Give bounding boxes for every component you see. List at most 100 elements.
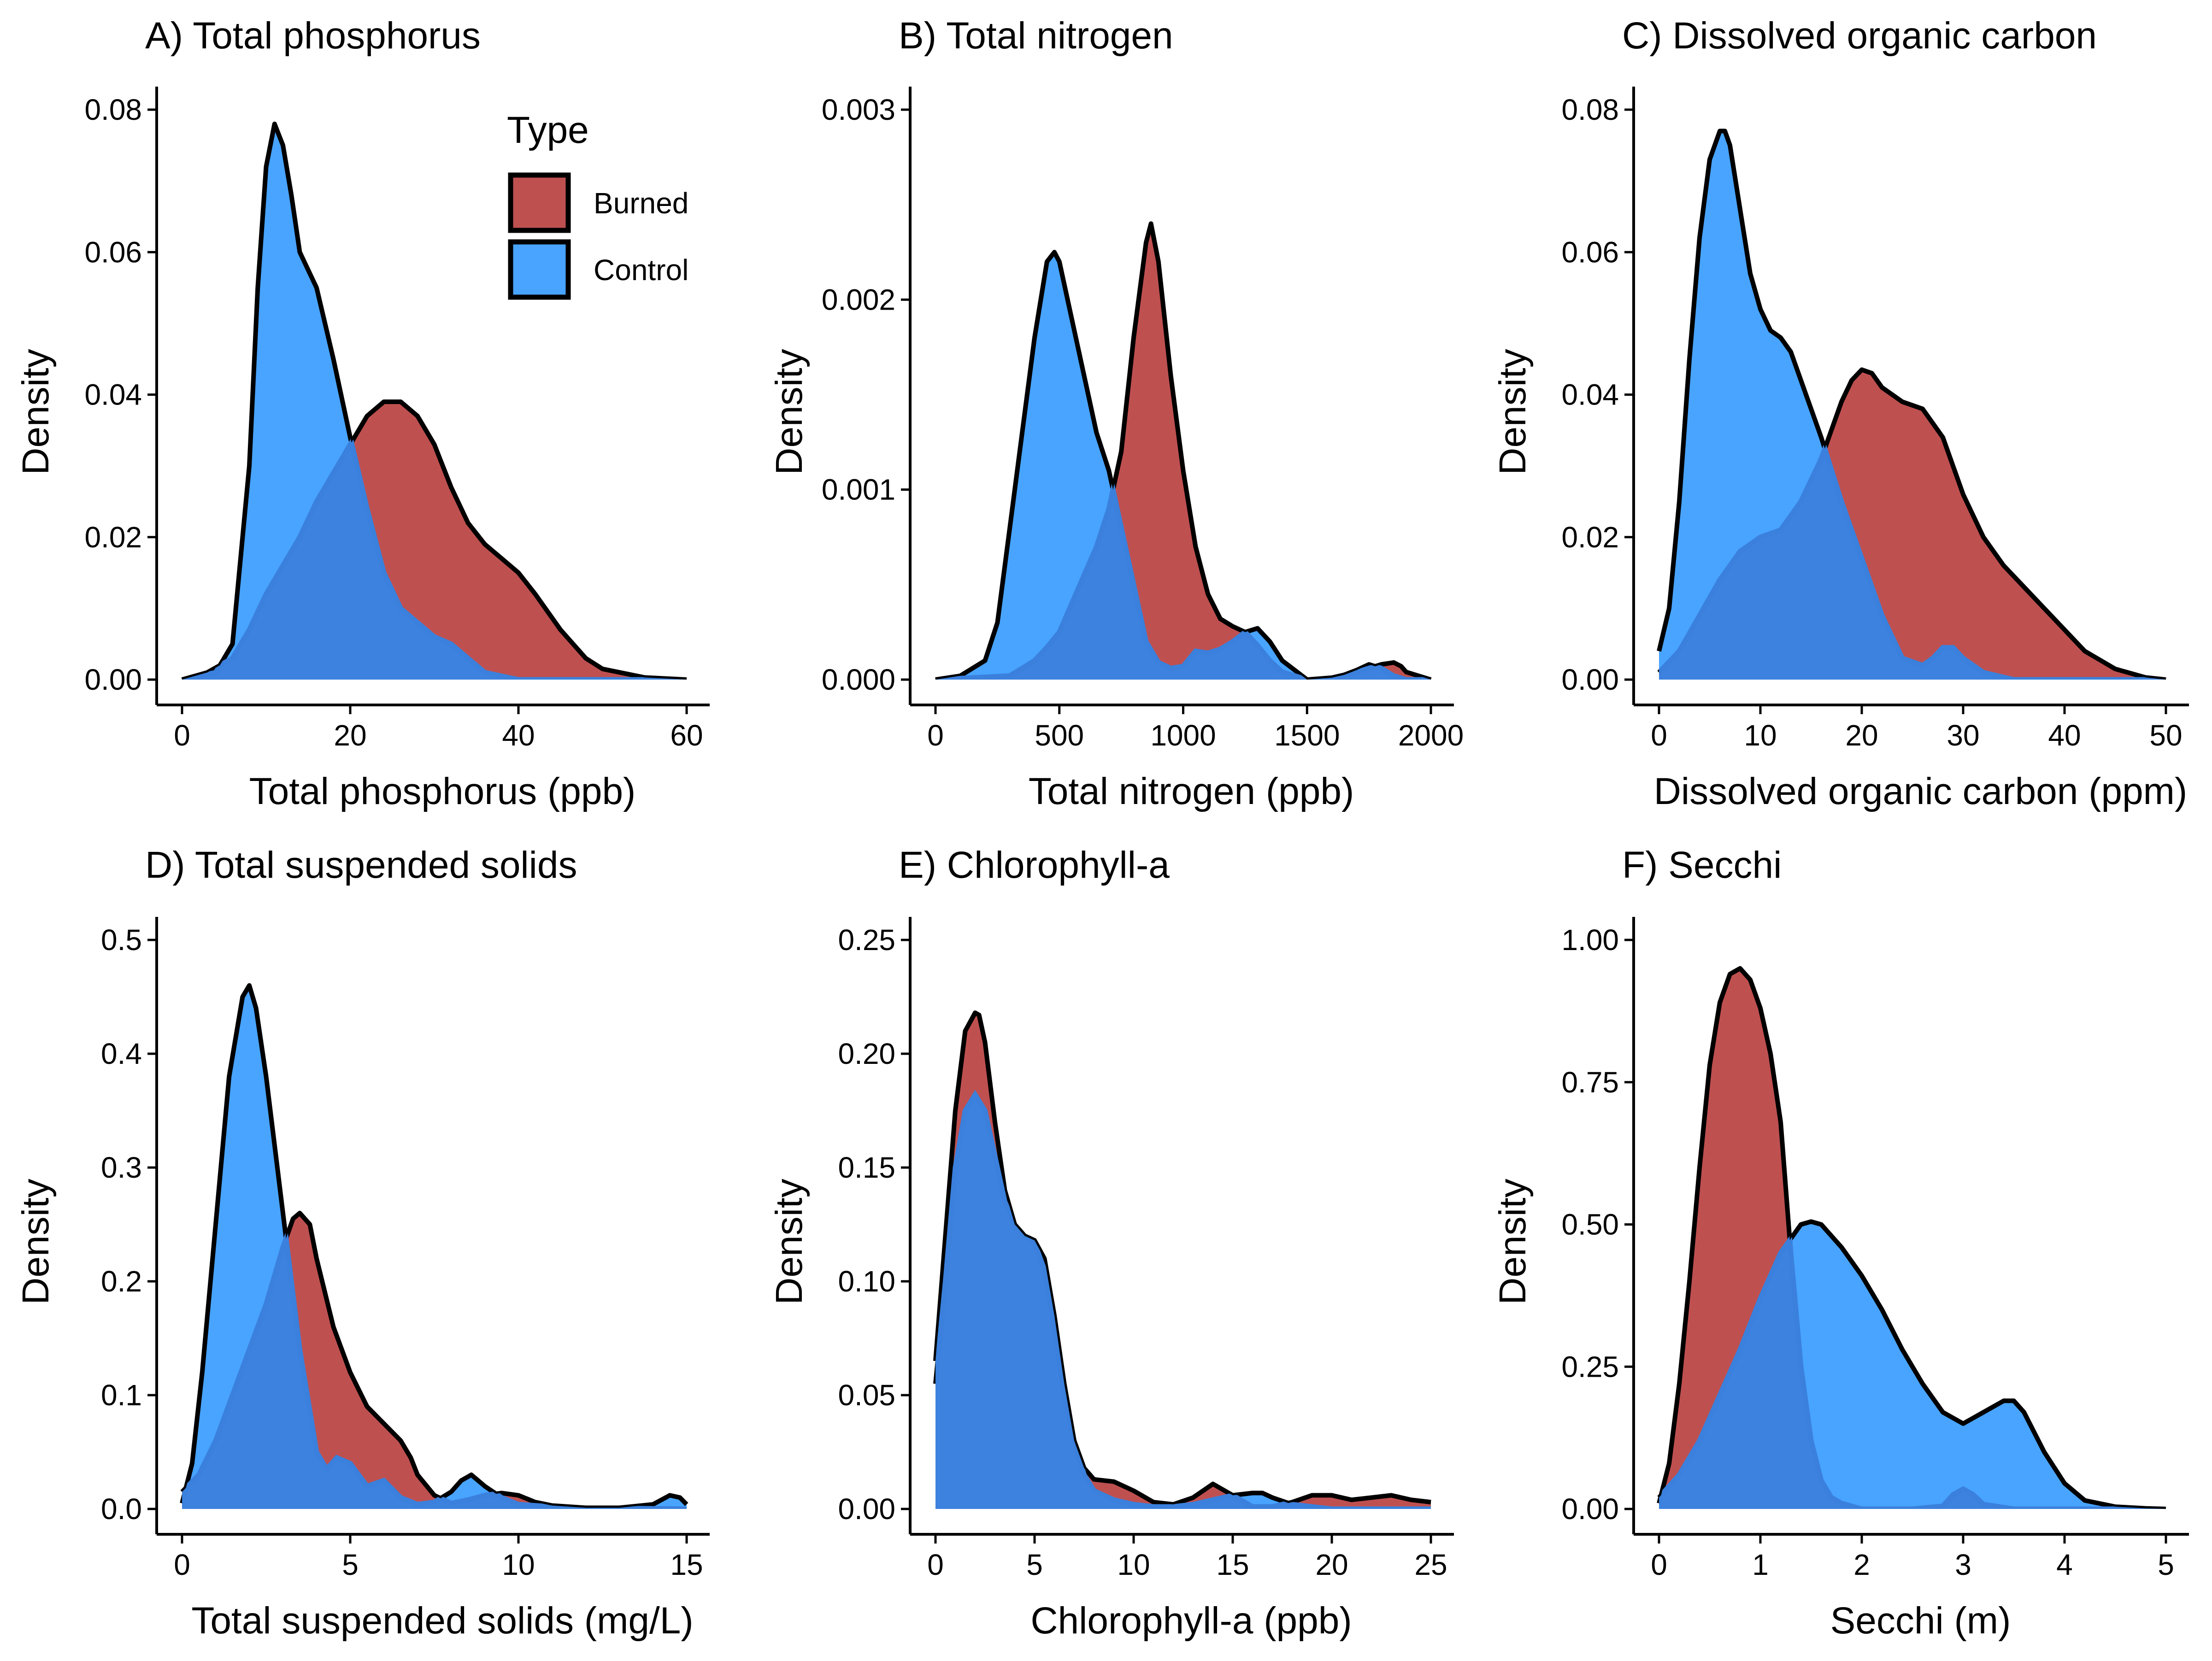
x-tick-label: 0	[927, 1548, 944, 1581]
panel-b-x-label: Total nitrogen (ppb)	[1029, 770, 1354, 812]
panel-a-series	[181, 121, 687, 680]
x-tick-label: 500	[1035, 719, 1084, 752]
x-tick-label: 4	[2056, 1548, 2073, 1581]
y-tick-label: 0.04	[84, 378, 142, 411]
x-tick-label: 60	[670, 719, 703, 752]
series-line-burned-hidden	[1659, 1221, 2166, 1509]
y-tick-label: 0.4	[101, 1037, 142, 1070]
panel-f-title: F) Secchi	[1622, 844, 1782, 886]
y-tick-label: 0.25	[1561, 1350, 1619, 1383]
x-tick-label: 1500	[1274, 719, 1340, 752]
x-tick-label: 10	[1117, 1548, 1150, 1581]
y-tick-label: 0.00	[84, 663, 142, 696]
x-tick-label: 2	[1853, 1548, 1870, 1581]
y-tick-label: 0.00	[1561, 1492, 1619, 1526]
x-tick-label: 10	[502, 1548, 535, 1581]
panel-d-y-label: Density	[15, 1179, 57, 1304]
x-tick-label: 0	[174, 719, 190, 752]
series-area-overlap	[935, 1094, 1431, 1509]
y-tick-label: 0.04	[1561, 378, 1619, 411]
y-tick-label: 0.20	[838, 1037, 895, 1070]
x-tick-label: 1000	[1150, 719, 1216, 752]
panel-c-title: C) Dissolved organic carbon	[1622, 15, 2097, 57]
y-tick-label: 0.75	[1561, 1066, 1619, 1099]
x-tick-label: 15	[1216, 1548, 1249, 1581]
series-line-control-hidden	[182, 402, 687, 680]
panel-a-x-label: Total phosphorus (ppb)	[249, 770, 636, 812]
y-tick-label: 0.000	[822, 663, 895, 696]
series-area-control	[935, 252, 1431, 680]
y-tick-label: 0.50	[1561, 1208, 1619, 1241]
x-tick-label: 1	[1752, 1548, 1769, 1581]
y-tick-label: 0.10	[838, 1265, 895, 1298]
y-tick-label: 0.00	[838, 1492, 895, 1526]
x-tick-label: 0	[1651, 719, 1667, 752]
x-tick-label: 5	[1026, 1548, 1043, 1581]
legend: Type Burned Control	[507, 109, 688, 300]
panel-f-x-label: Secchi (m)	[1830, 1600, 2011, 1642]
y-tick-label: 0.05	[838, 1379, 895, 1412]
y-tick-label: 0.3	[101, 1151, 142, 1184]
series-area-burned	[935, 223, 1431, 680]
x-tick-label: 3	[1955, 1548, 1971, 1581]
legend-title: Type	[507, 109, 589, 151]
panel-d-x-label: Total suspended solids (mg/L)	[191, 1600, 693, 1642]
series-line-burned	[933, 1010, 1431, 1509]
x-tick-label: 0	[927, 719, 944, 752]
legend-label-control: Control	[594, 253, 688, 287]
x-tick-label: 0	[1651, 1548, 1667, 1581]
panel-c: C) Dissolved organic carbon 0 10 20 30 40 50 0.…	[1492, 15, 2189, 812]
y-tick-label: 0.2	[101, 1265, 142, 1298]
panel-c-y-label: Density	[1492, 349, 1534, 475]
legend-swatch-burned	[508, 172, 571, 233]
y-tick-label: 1.00	[1561, 923, 1619, 957]
legend-swatch-control	[508, 239, 571, 300]
y-tick-label: 0.06	[1561, 235, 1619, 269]
y-tick-label: 0.06	[84, 235, 142, 269]
y-tick-label: 0.08	[84, 93, 142, 126]
legend-label-burned: Burned	[594, 187, 688, 220]
panel-d-title: D) Total suspended solids	[145, 844, 577, 886]
panel-a-title: A) Total phosphorus	[145, 15, 481, 57]
y-tick-label: 0.002	[822, 283, 895, 316]
series-line-control-hidden	[182, 1213, 687, 1509]
y-tick-label: 0.5	[101, 923, 142, 957]
x-tick-label: 20	[334, 719, 366, 752]
y-tick-label: 0.25	[838, 923, 895, 957]
panel-d: D) Total suspended solids 0 5 10 15 0.0 0.1 0.2…	[15, 844, 710, 1642]
panel-d-series	[180, 983, 688, 1509]
x-tick-label: 2000	[1398, 719, 1464, 752]
panel-b-y-label: Density	[768, 349, 810, 475]
y-tick-label: 0.001	[822, 473, 895, 506]
x-tick-label: 20	[1845, 719, 1878, 752]
panel-e-series	[933, 1010, 1431, 1509]
panel-c-x-label: Dissolved organic carbon (ppm)	[1654, 770, 2188, 812]
panel-e-title: E) Chlorophyll-a	[899, 844, 1170, 886]
x-tick-label: 5	[2158, 1548, 2174, 1581]
x-tick-label: 20	[1315, 1548, 1348, 1581]
panel-b-title: B) Total nitrogen	[899, 15, 1173, 57]
panel-e-y-label: Density	[768, 1179, 810, 1304]
y-tick-label: 0.02	[84, 521, 142, 554]
x-tick-label: 10	[1744, 719, 1777, 752]
x-tick-label: 40	[502, 719, 535, 752]
panel-a: A) Total phosphorus 0 20 40 60 0.00 0.02 0.04 0.…	[15, 15, 710, 812]
y-tick-label: 0.02	[1561, 521, 1619, 554]
y-tick-label: 0.1	[101, 1379, 142, 1412]
y-tick-label: 0.08	[1561, 93, 1619, 126]
panel-a-y-label: Density	[15, 349, 57, 475]
panel-f: F) Secchi 0 1 2 3 4 5 0.00 0.25 0.50 0.75 1.00 Secch…	[1492, 844, 2189, 1642]
x-tick-label: 5	[342, 1548, 359, 1581]
panel-b: B) Total nitrogen 0 500 1000 1500 2000 0.000 0.…	[768, 15, 1464, 812]
series-area-overlap	[1659, 1221, 2166, 1509]
panel-e: E) Chlorophyll-a 0 5 10 15 20 25 0.00 0.05 0.10 0.…	[768, 844, 1454, 1642]
panel-f-series	[1657, 966, 2166, 1509]
y-tick-label: 0.00	[1561, 663, 1619, 696]
x-tick-label: 30	[1947, 719, 1979, 752]
y-tick-label: 0.0	[101, 1492, 142, 1526]
x-tick-label: 40	[2048, 719, 2081, 752]
y-tick-label: 0.003	[822, 93, 895, 126]
panel-e-x-label: Chlorophyll-a (ppb)	[1030, 1600, 1352, 1642]
